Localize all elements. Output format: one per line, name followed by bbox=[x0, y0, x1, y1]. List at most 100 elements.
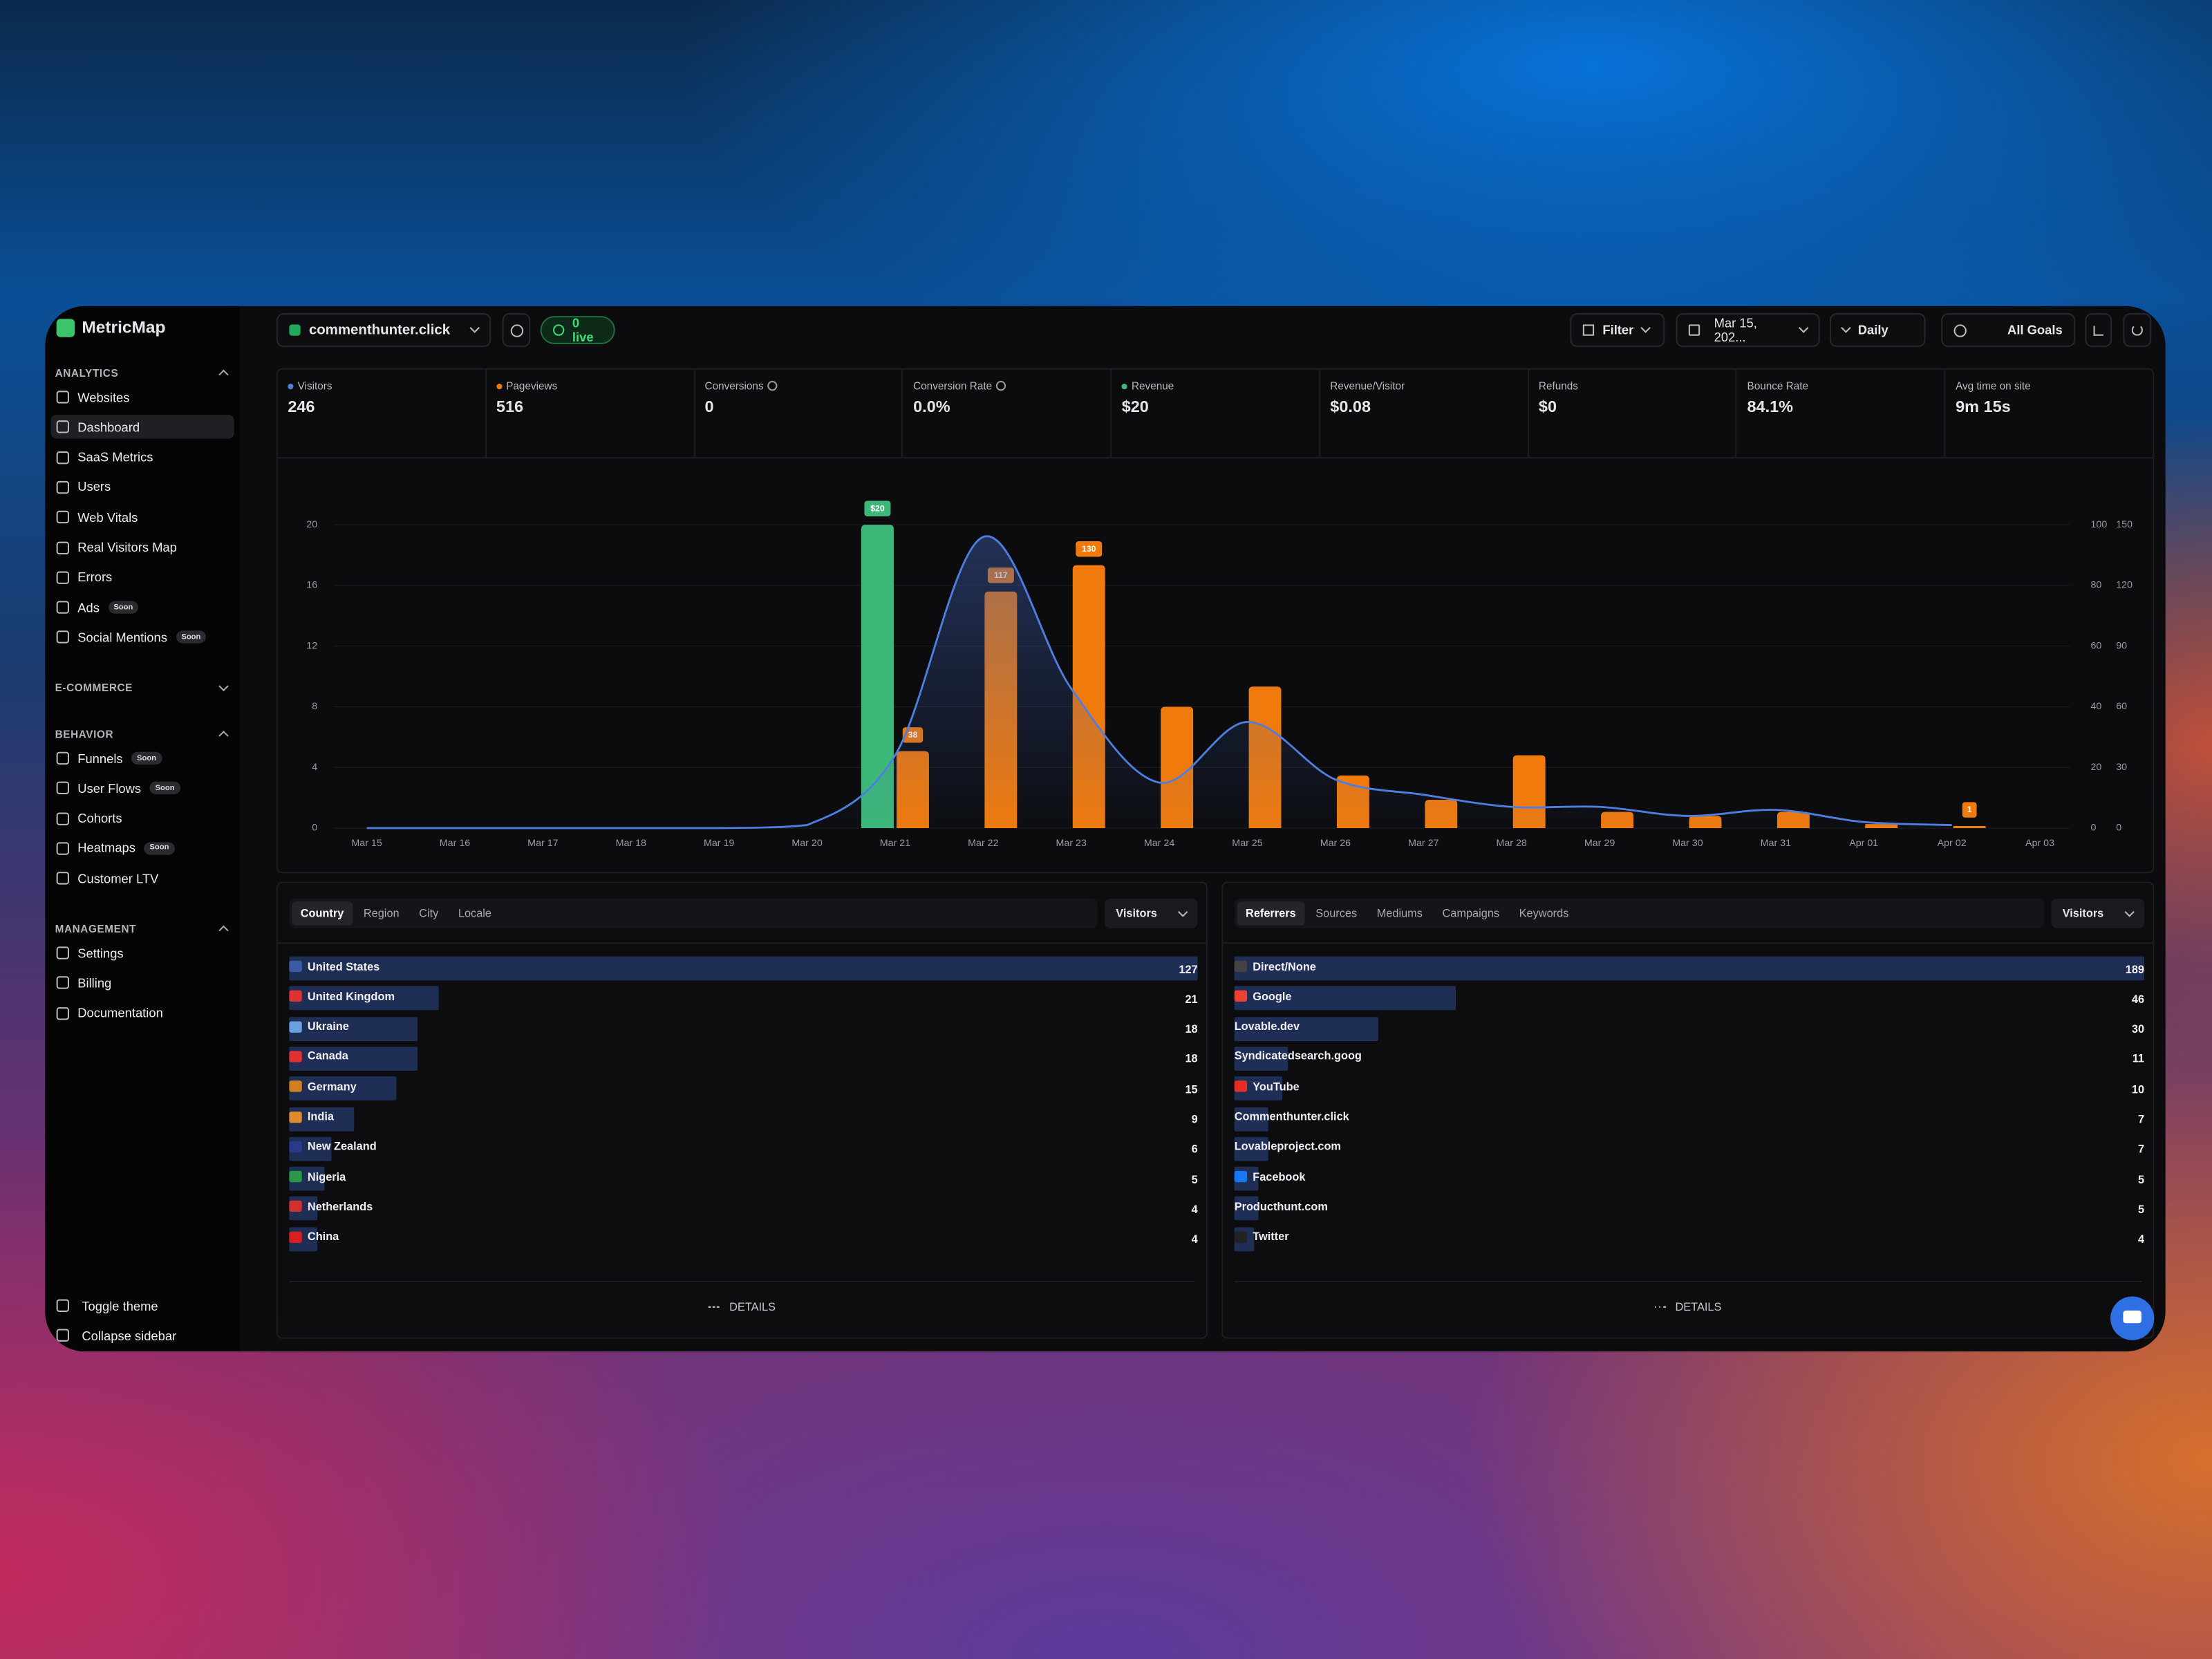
row-name: Ukraine bbox=[307, 1020, 349, 1033]
sidebar-footer-item[interactable]: Toggle theme bbox=[50, 1293, 234, 1318]
tab[interactable]: Region bbox=[363, 907, 400, 920]
nav-item[interactable]: Real Visitors Map bbox=[50, 535, 234, 559]
list-row[interactable]: Ukraine 18 bbox=[289, 1012, 1198, 1042]
y-tick-label: 16 bbox=[306, 580, 317, 591]
dot bbox=[1662, 1306, 1666, 1309]
row-name: Nigeria bbox=[307, 1170, 346, 1183]
tab[interactable]: Referrers bbox=[1237, 901, 1304, 926]
section-title[interactable]: MANAGEMENT bbox=[55, 919, 229, 940]
list-row[interactable]: India 9 bbox=[289, 1103, 1198, 1132]
section-label: BEHAVIOR bbox=[55, 728, 114, 741]
nav-item[interactable]: Settings bbox=[50, 941, 234, 965]
list-row[interactable]: Commenthunter.click 7 bbox=[1234, 1103, 2144, 1132]
tab[interactable]: Country bbox=[292, 901, 353, 926]
list-row[interactable]: Google 46 bbox=[1234, 982, 2144, 1012]
tab[interactable]: Locale bbox=[458, 907, 492, 920]
metric-dropdown[interactable]: Visitors bbox=[2051, 899, 2145, 928]
row-icon bbox=[289, 1201, 302, 1212]
filter-button[interactable]: Filter bbox=[1570, 313, 1665, 348]
list-row[interactable]: United States 127 bbox=[289, 953, 1198, 982]
list-row[interactable]: Germany 15 bbox=[289, 1072, 1198, 1102]
nav-icon bbox=[56, 541, 69, 554]
nav-label: User Flows bbox=[77, 781, 142, 796]
nav-item[interactable]: Funnels Soon bbox=[50, 747, 234, 771]
nav-item[interactable]: Web Vitals bbox=[50, 505, 234, 529]
sidebar-footer-item[interactable]: Collapse sidebar bbox=[50, 1324, 234, 1348]
list-row[interactable]: Twitter 4 bbox=[1234, 1223, 2144, 1253]
refresh-button[interactable] bbox=[2123, 313, 2152, 348]
tab[interactable]: Keywords bbox=[1519, 907, 1569, 920]
nav-item[interactable]: Users bbox=[50, 476, 234, 500]
date-picker[interactable]: Mar 15, 202... bbox=[1676, 313, 1820, 348]
section-title[interactable]: E-COMMERCE bbox=[55, 677, 229, 699]
sidebar: MetricMap ANALYTICS Websites Dashboard SaaS… bbox=[45, 306, 240, 1352]
nav-icon bbox=[56, 946, 69, 959]
tab[interactable]: Mediums bbox=[1376, 907, 1423, 920]
list-row[interactable]: Direct/None 189 bbox=[1234, 953, 2145, 982]
metric-dropdown[interactable]: Visitors bbox=[1104, 899, 1198, 928]
list-row[interactable]: United Kingdom 21 bbox=[289, 982, 1198, 1012]
nav-icon bbox=[56, 480, 69, 494]
nav-item[interactable]: Customer LTV bbox=[50, 866, 234, 890]
nav-item[interactable]: Social Mentions Soon bbox=[50, 626, 234, 650]
nav-item[interactable]: Websites bbox=[50, 385, 234, 409]
nav-item[interactable]: Billing bbox=[50, 971, 234, 995]
nav-label: Real Visitors Map bbox=[77, 540, 177, 555]
list-row[interactable]: Lovableproject.com 7 bbox=[1234, 1132, 2144, 1162]
nav-item[interactable]: Documentation bbox=[50, 1001, 234, 1025]
chart: 0 4 8 12 16 20 0 20 40 60 80 100 0 30 60 90 120 150 Mar 15… bbox=[306, 500, 2133, 849]
tab[interactable]: Sources bbox=[1315, 907, 1358, 920]
details-link[interactable]: DETAILS bbox=[278, 1301, 1206, 1313]
metric-dot bbox=[1121, 383, 1127, 389]
row-name: Twitter bbox=[1253, 1230, 1289, 1244]
row-icon bbox=[1234, 1171, 1248, 1183]
soon-badge: Soon bbox=[131, 751, 162, 765]
metric-label-row: Revenue bbox=[1121, 379, 1309, 392]
live-indicator[interactable]: 0 live bbox=[540, 316, 615, 344]
row-icon bbox=[289, 1020, 302, 1033]
list-row[interactable]: New Zealand 6 bbox=[289, 1132, 1198, 1162]
details-link[interactable]: DETAILS bbox=[1223, 1301, 2153, 1313]
metric-dot bbox=[496, 383, 503, 389]
list-row[interactable]: Lovable.dev 30 bbox=[1234, 1012, 2144, 1042]
x-tick-label: Mar 16 bbox=[440, 838, 470, 849]
chevron bbox=[1640, 323, 1651, 333]
nav-item[interactable]: SaaS Metrics bbox=[50, 445, 234, 469]
list-row[interactable]: China 4 bbox=[289, 1223, 1198, 1253]
list-row[interactable]: YouTube 10 bbox=[1234, 1072, 2144, 1102]
metric-label: Pageviews bbox=[506, 379, 558, 393]
site-selector[interactable]: commenthunter.click bbox=[276, 313, 491, 348]
interval-select[interactable]: Daily bbox=[1829, 313, 1926, 348]
chevron bbox=[1798, 323, 1809, 333]
list-row[interactable]: Producthunt.com 5 bbox=[1234, 1192, 2144, 1222]
y-tick-label: 0 bbox=[312, 823, 317, 834]
goals-select[interactable]: All Goals bbox=[1941, 313, 2076, 348]
tab[interactable]: City bbox=[419, 907, 439, 920]
row-label: YouTube bbox=[1234, 1077, 1300, 1097]
nav-item[interactable]: User Flows Soon bbox=[50, 776, 234, 800]
list-row[interactable]: Nigeria 5 bbox=[289, 1163, 1198, 1192]
section-title[interactable]: BEHAVIOR bbox=[55, 724, 229, 745]
info-icon bbox=[767, 381, 778, 391]
section-title[interactable]: ANALYTICS bbox=[55, 362, 229, 384]
chat-button[interactable] bbox=[2110, 1296, 2155, 1340]
metric-label-row: Refunds bbox=[1539, 379, 1726, 392]
row-label: United Kingdom bbox=[289, 986, 395, 1006]
nav-item[interactable]: Dashboard bbox=[50, 415, 234, 440]
list-row[interactable]: Facebook 5 bbox=[1234, 1163, 2144, 1192]
metric-value: $0 bbox=[1538, 399, 1557, 417]
list-row[interactable]: Syndicatedsearch.goog 11 bbox=[1234, 1042, 2144, 1072]
chart-toggle[interactable] bbox=[2085, 313, 2112, 348]
list-row[interactable]: Netherlands 4 bbox=[289, 1192, 1198, 1222]
dot bbox=[1654, 1306, 1657, 1309]
nav-item[interactable]: Heatmaps Soon bbox=[50, 836, 234, 861]
metric-label: Conversion Rate bbox=[913, 379, 993, 393]
settings-button[interactable] bbox=[502, 313, 531, 348]
list-row[interactable]: Canada 18 bbox=[289, 1042, 1198, 1072]
tab[interactable]: Campaigns bbox=[1442, 907, 1500, 920]
y3-tick-label: 150 bbox=[2116, 519, 2133, 530]
x-tick-label: Apr 01 bbox=[1849, 838, 1878, 849]
nav-item[interactable]: Errors bbox=[50, 565, 234, 590]
nav-item[interactable]: Ads Soon bbox=[50, 595, 234, 619]
nav-item[interactable]: Cohorts bbox=[50, 807, 234, 831]
